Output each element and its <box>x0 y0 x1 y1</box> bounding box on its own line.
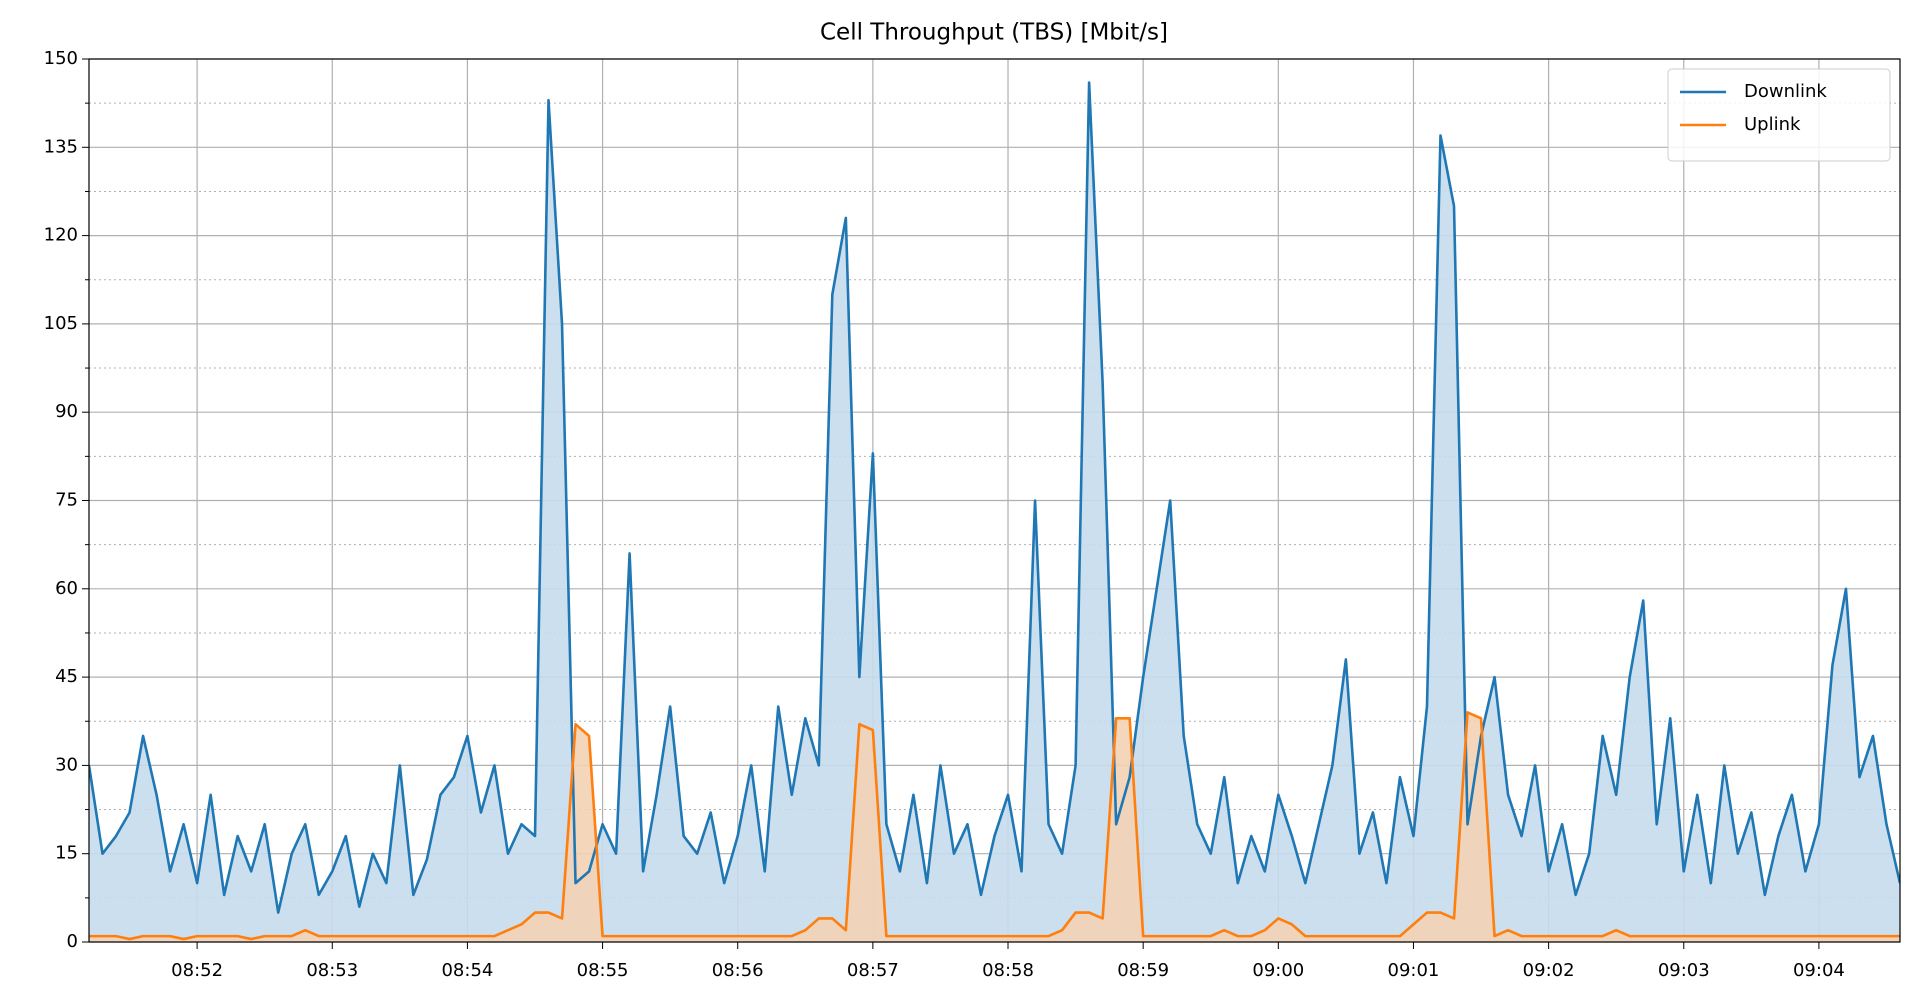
y-tick-label: 15 <box>55 843 78 864</box>
chart-title: Cell Throughput (TBS) [Mbit/s] <box>820 20 1168 46</box>
x-tick-label: 08:53 <box>306 960 358 981</box>
x-tick-label: 08:55 <box>577 960 629 981</box>
x-tick-label: 09:01 <box>1388 960 1440 981</box>
line <box>89 81 1900 914</box>
x-tick-label: 08:59 <box>1117 960 1169 981</box>
x-tick-label: 09:00 <box>1252 960 1304 981</box>
x-tick-label: 08:52 <box>171 960 223 981</box>
area <box>89 82 1900 942</box>
x-tick-label: 09:04 <box>1793 960 1845 981</box>
x-tick-label: 08:57 <box>847 960 899 981</box>
y-tick-label: 120 <box>44 225 78 246</box>
y-tick-label: 0 <box>67 931 78 952</box>
x-tick-label: 09:03 <box>1658 960 1710 981</box>
y-tick-label: 30 <box>55 754 78 775</box>
x-tick-label: 08:54 <box>441 960 493 981</box>
legend-label: Uplink <box>1744 114 1801 135</box>
plot-frame <box>88 58 1901 943</box>
x-tick-label: 09:02 <box>1523 960 1575 981</box>
y-tick-label: 60 <box>55 578 78 599</box>
y-tick-label: 90 <box>55 401 78 422</box>
y-tick-label: 105 <box>44 313 78 334</box>
y-tick-label: 135 <box>44 136 78 157</box>
y-tick-label: 150 <box>44 48 78 69</box>
legend-label: Downlink <box>1744 81 1827 102</box>
y-tick-label: 45 <box>55 666 78 687</box>
x-tick-label: 08:58 <box>982 960 1034 981</box>
x-tick-label: 08:56 <box>712 960 764 981</box>
y-tick-label: 75 <box>55 490 78 511</box>
line <box>89 711 1900 941</box>
